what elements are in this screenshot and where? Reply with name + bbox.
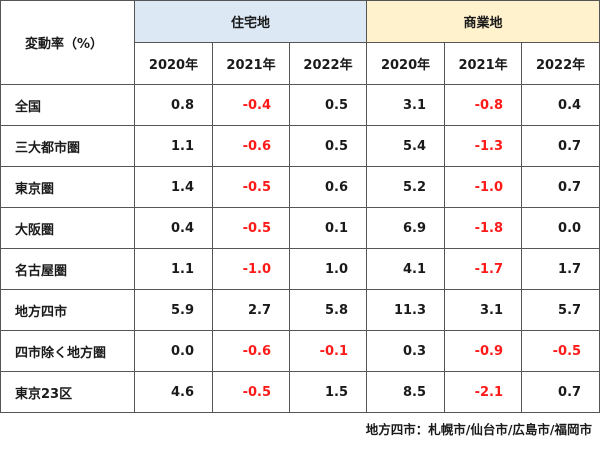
value-cell: -1.0 xyxy=(212,248,290,290)
value-cell: -0.6 xyxy=(212,330,290,372)
value-cell: -2.1 xyxy=(444,371,523,413)
year-header: 2020年 xyxy=(366,42,446,85)
value-cell: -1.0 xyxy=(444,166,523,208)
value-cell: 0.0 xyxy=(134,330,213,372)
row-label: 四市除く地方圏 xyxy=(0,330,135,372)
value-cell: -0.5 xyxy=(521,330,600,372)
value-cell: 5.8 xyxy=(288,289,368,331)
row-label: 全国 xyxy=(0,84,135,126)
table-row: 三大都市圏 1.1 -0.6 0.5 5.4 -1.3 0.7 xyxy=(0,125,600,167)
value-cell: 5.9 xyxy=(134,289,213,331)
table-row: 東京圏 1.4 -0.5 0.6 5.2 -1.0 0.7 xyxy=(0,166,600,208)
value-cell: 5.7 xyxy=(521,289,600,331)
value-cell: 6.9 xyxy=(366,207,446,249)
value-cell: 3.1 xyxy=(444,289,523,331)
table-row: 名古屋圏 1.1 -1.0 1.0 4.1 -1.7 1.7 xyxy=(0,248,600,290)
value-cell: 1.0 xyxy=(288,248,368,290)
year-header: 2020年 xyxy=(134,42,213,85)
value-cell: 0.0 xyxy=(521,207,600,249)
year-header: 2021年 xyxy=(444,42,523,85)
value-cell: 0.3 xyxy=(366,330,446,372)
value-cell: 4.1 xyxy=(366,248,446,290)
year-header: 2021年 xyxy=(212,42,290,85)
table-row: 地方四市 5.9 2.7 5.8 11.3 3.1 5.7 xyxy=(0,289,600,331)
value-cell: 1.1 xyxy=(134,248,213,290)
group-header-residential: 住宅地 xyxy=(133,0,368,43)
value-cell: 1.5 xyxy=(288,371,368,413)
row-label: 東京23区 xyxy=(0,371,135,413)
value-cell: 0.4 xyxy=(134,207,213,249)
value-cell: 5.2 xyxy=(366,166,446,208)
value-cell: 0.7 xyxy=(521,371,600,413)
value-cell: -1.3 xyxy=(444,125,523,167)
value-cell: 11.3 xyxy=(366,289,446,331)
value-cell: 1.1 xyxy=(134,125,213,167)
footnote: 地方四市：札幌市/仙台市/広島市/福岡市 xyxy=(365,422,592,437)
value-cell: 0.4 xyxy=(521,84,600,126)
value-cell: -0.8 xyxy=(444,84,523,126)
value-cell: 1.7 xyxy=(521,248,600,290)
value-cell: 0.7 xyxy=(521,125,600,167)
value-cell: -1.8 xyxy=(444,207,523,249)
group-header-commercial: 商業地 xyxy=(366,0,600,43)
value-cell: 5.4 xyxy=(366,125,446,167)
value-cell: 0.1 xyxy=(288,207,368,249)
row-label: 大阪圏 xyxy=(0,207,135,249)
land-price-change-table: 変動率（%） 住宅地 商業地 2020年 2021年 2022年 2020年 2… xyxy=(0,0,600,413)
value-cell: -0.5 xyxy=(212,371,290,413)
value-cell: 0.6 xyxy=(288,166,368,208)
value-cell: -0.1 xyxy=(288,330,368,372)
value-cell: 0.5 xyxy=(288,125,368,167)
table-row: 全国 0.8 -0.4 0.5 3.1 -0.8 0.4 xyxy=(0,84,600,126)
table-row: 四市除く地方圏 0.0 -0.6 -0.1 0.3 -0.9 -0.5 xyxy=(0,330,600,372)
value-cell: -0.5 xyxy=(212,166,290,208)
value-cell: -0.6 xyxy=(212,125,290,167)
value-cell: 0.5 xyxy=(288,84,368,126)
value-cell: 3.1 xyxy=(366,84,446,126)
table-row: 大阪圏 0.4 -0.5 0.1 6.9 -1.8 0.0 xyxy=(0,207,600,249)
corner-label: 変動率（%） xyxy=(0,0,135,85)
value-cell: 4.6 xyxy=(134,371,213,413)
row-label: 東京圏 xyxy=(0,166,135,208)
row-label: 名古屋圏 xyxy=(0,248,135,290)
row-label: 地方四市 xyxy=(0,289,135,331)
value-cell: 8.5 xyxy=(366,371,446,413)
value-cell: -0.4 xyxy=(212,84,290,126)
value-cell: 1.4 xyxy=(134,166,213,208)
value-cell: -1.7 xyxy=(444,248,523,290)
year-header: 2022年 xyxy=(288,42,368,85)
value-cell: 2.7 xyxy=(212,289,290,331)
value-cell: -0.9 xyxy=(444,330,523,372)
value-cell: 0.7 xyxy=(521,166,600,208)
value-cell: -0.5 xyxy=(212,207,290,249)
table-row: 東京23区 4.6 -0.5 1.5 8.5 -2.1 0.7 xyxy=(0,371,600,413)
value-cell: 0.8 xyxy=(134,84,213,126)
year-header: 2022年 xyxy=(521,42,600,85)
row-label: 三大都市圏 xyxy=(0,125,135,167)
